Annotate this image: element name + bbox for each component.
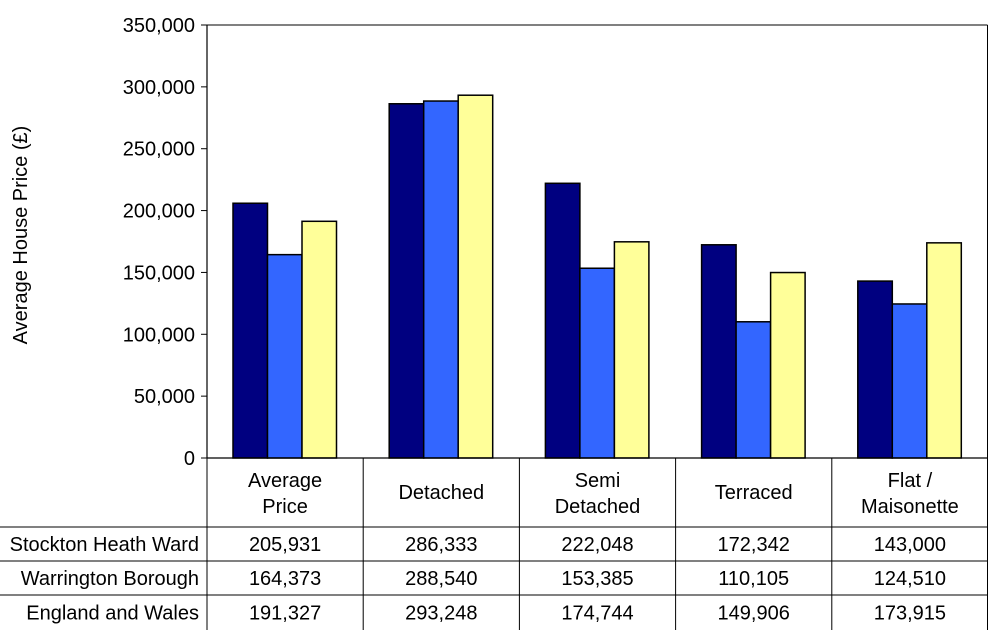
bar — [769, 271, 806, 459]
category-label: Terraced — [715, 482, 793, 504]
bar — [613, 241, 650, 459]
y-tick-label: 300,000 — [123, 77, 195, 99]
data-table-value: 222,048 — [561, 534, 633, 556]
data-table-value: 172,342 — [718, 534, 790, 556]
bar — [388, 103, 425, 459]
category-label: Semi Detached — [555, 470, 641, 518]
bar — [926, 242, 963, 459]
bar — [422, 100, 459, 459]
bar — [301, 220, 338, 459]
y-tick-label: 0 — [184, 448, 195, 470]
bar — [232, 202, 269, 459]
category-label-line: Semi — [575, 470, 621, 492]
category-label: Detached — [398, 482, 484, 504]
category-label: Flat / Maisonette — [861, 470, 959, 518]
data-table-value: 293,248 — [405, 603, 477, 625]
y-tick-label: 50,000 — [134, 386, 195, 408]
bar — [266, 253, 303, 459]
data-table-value: 110,105 — [718, 568, 789, 590]
data-table-value: 286,333 — [405, 534, 477, 556]
bar — [891, 303, 928, 459]
data-table-value: 174,744 — [561, 603, 633, 625]
data-table-value: 191,327 — [249, 603, 321, 625]
data-table-value: 205,931 — [249, 534, 321, 556]
series-name: Stockton Heath Ward — [10, 534, 199, 556]
data-table-value: 124,510 — [874, 568, 946, 590]
y-tick-label: 100,000 — [123, 324, 195, 346]
data-table-value: 173,915 — [874, 603, 946, 625]
bar — [735, 321, 772, 459]
series-name: England and Wales — [26, 603, 199, 625]
data-table-value: 164,373 — [249, 568, 321, 590]
y-tick-label: 200,000 — [123, 201, 195, 223]
data-table-value: 288,540 — [405, 568, 477, 590]
data-table-value: 153,385 — [561, 568, 633, 590]
y-tick-label: 150,000 — [123, 262, 195, 284]
y-tick-label: 350,000 — [123, 15, 195, 37]
bar — [544, 182, 581, 459]
bar — [700, 244, 737, 459]
category-label-line: Detached — [398, 482, 484, 504]
bar — [579, 267, 616, 459]
category-label-line: Flat / — [888, 470, 933, 492]
bar — [457, 94, 494, 459]
category-label-line: Average — [248, 470, 322, 492]
data-table: Average Price Detached Semi Detached Terraced… — [0, 457, 988, 630]
category-label-line: Terraced — [715, 482, 793, 504]
series-name: Warrington Borough — [21, 568, 199, 590]
category-label: Average Price — [248, 470, 322, 518]
y-axis-label: Average House Price (£) — [10, 126, 32, 345]
category-label-line: Maisonette — [861, 496, 959, 518]
bar — [857, 280, 894, 459]
data-table-value: 143,000 — [874, 534, 946, 556]
category-label-line: Detached — [555, 496, 641, 518]
bars — [232, 94, 963, 459]
data-table-value: 149,906 — [718, 603, 790, 625]
category-label-line: Price — [262, 496, 308, 518]
y-axis: 0 50,000 100,000 150,000 200,000 250,000 300,0… — [123, 15, 208, 470]
y-tick-label: 250,000 — [123, 139, 195, 161]
